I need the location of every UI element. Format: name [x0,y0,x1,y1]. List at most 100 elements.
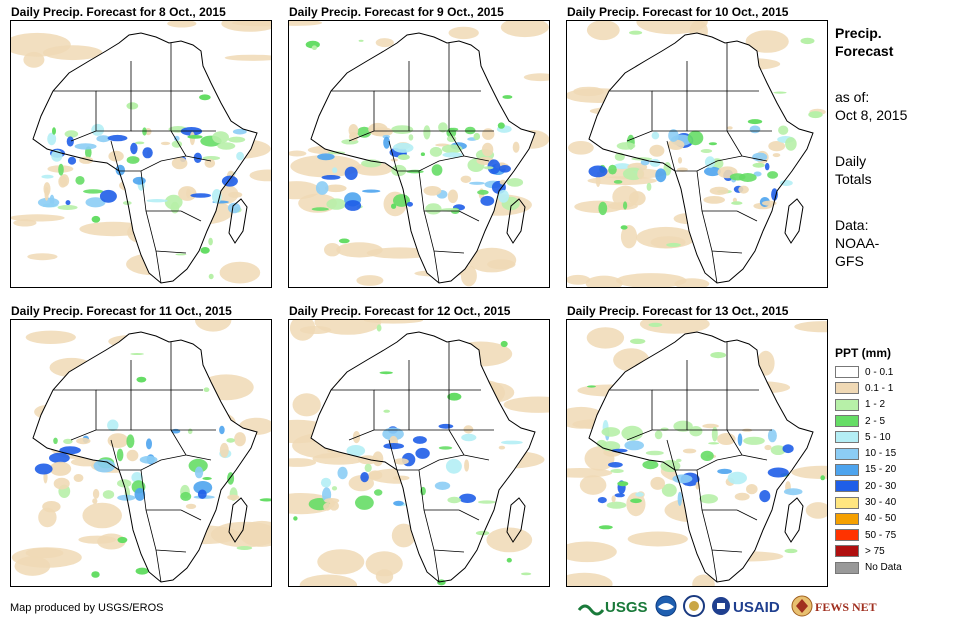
rain-cell [185,503,197,509]
dry-patch [317,549,365,575]
dry-patch [627,531,688,547]
fewsnet-logo-icon: FEWS NET [791,594,877,623]
rain-cell [329,501,339,511]
rain-cell [376,324,382,332]
svg-text:FEWS NET: FEWS NET [815,600,877,614]
rain-cell [93,459,116,473]
rain-cell [588,165,608,178]
country-border [626,130,653,142]
rain-cell [608,462,623,468]
rain-cell [217,142,236,150]
legend-label: > 75 [865,545,885,557]
coastline [588,32,814,284]
legend-item: 20 - 30 [835,478,960,494]
rain-cell [752,152,768,162]
rain-cell [438,423,454,429]
rain-cell [204,158,216,168]
data-source-line2: NOAA- [835,235,880,251]
dry-patch [794,321,827,333]
rain-cell [58,175,68,188]
rain-cell [397,154,410,161]
dry-patch [448,26,479,40]
rain-cell [442,152,463,158]
dry-patch [567,274,591,285]
dry-patch [219,261,261,284]
rain-cell [463,425,474,434]
rain-cell [383,443,404,450]
rain-cell [704,166,721,177]
rain-cell [469,181,485,185]
rain-cell [598,525,613,530]
legend-swatch [835,382,859,395]
rain-cell [232,128,247,135]
rain-cell [601,427,621,437]
rain-cell [383,136,390,149]
rain-cell [709,186,729,195]
rain-cell [188,458,208,473]
rain-cell [734,492,750,501]
country-border [736,509,758,521]
rain-cell [651,131,660,140]
rain-cell [727,126,733,130]
rain-cell [630,498,642,504]
rain-cell [438,446,453,450]
rain-cell [360,472,369,483]
rain-cell [682,448,697,454]
rain-cell [710,352,727,359]
legend-item: > 75 [835,543,960,559]
rain-cell [393,475,410,481]
legend-label: 0 - 0.1 [865,366,894,378]
rain-cell [317,153,335,161]
dry-patch [586,21,620,41]
rain-cell [337,466,348,480]
rain-cell [673,420,693,432]
rain-cell [702,423,719,429]
rain-cell [606,501,627,509]
rain-cell [478,500,496,504]
rain-cell [107,419,119,432]
rain-cell [96,135,111,143]
rain-cell [208,237,213,246]
dry-patch [745,30,789,53]
rain-cell [598,201,608,216]
rain-cell [63,438,73,444]
dry-patch [568,141,594,155]
country-border [666,140,676,172]
rain-cell [738,173,757,182]
rain-cell [219,425,225,435]
rain-cell [323,502,332,511]
legend-label: 2 - 5 [865,415,886,427]
rain-cell [146,199,168,203]
legend-item: 1 - 2 [835,397,960,413]
dry-patch [299,574,358,586]
rain-cell [808,111,823,119]
country-border [70,429,97,441]
legend-rows: 0 - 0.1 0.1 - 1 1 - 2 2 - 5 5 - 10 10 - 15 15 … [835,364,960,576]
rain-cell [498,189,509,203]
legend-swatch [835,398,859,411]
legend-swatch [835,431,859,444]
rain-cell [500,340,508,348]
dry-patch [167,21,197,28]
dry-patch [620,225,638,249]
dry-patch [523,73,549,82]
map-panel-4: Daily Precip. Forecast for 11 Oct., 2015 [10,303,272,587]
country-border [110,140,120,172]
dry-patch [289,150,307,157]
legend-item: 2 - 5 [835,413,960,429]
noaa-logo-icon [655,595,677,622]
dry-patch [11,547,82,568]
coastline [32,32,258,284]
rain-cell [610,469,624,473]
dry-patch [586,327,625,349]
rain-cell [76,437,91,445]
rain-cell [727,471,747,485]
rain-cell [135,141,145,145]
dry-patch [25,330,76,344]
map-frame [288,20,550,288]
rain-cell [613,180,623,184]
rain-cell [616,142,636,150]
country-border [711,250,718,284]
dry-patch [585,275,623,287]
data-source-line1: Data: [835,217,869,233]
